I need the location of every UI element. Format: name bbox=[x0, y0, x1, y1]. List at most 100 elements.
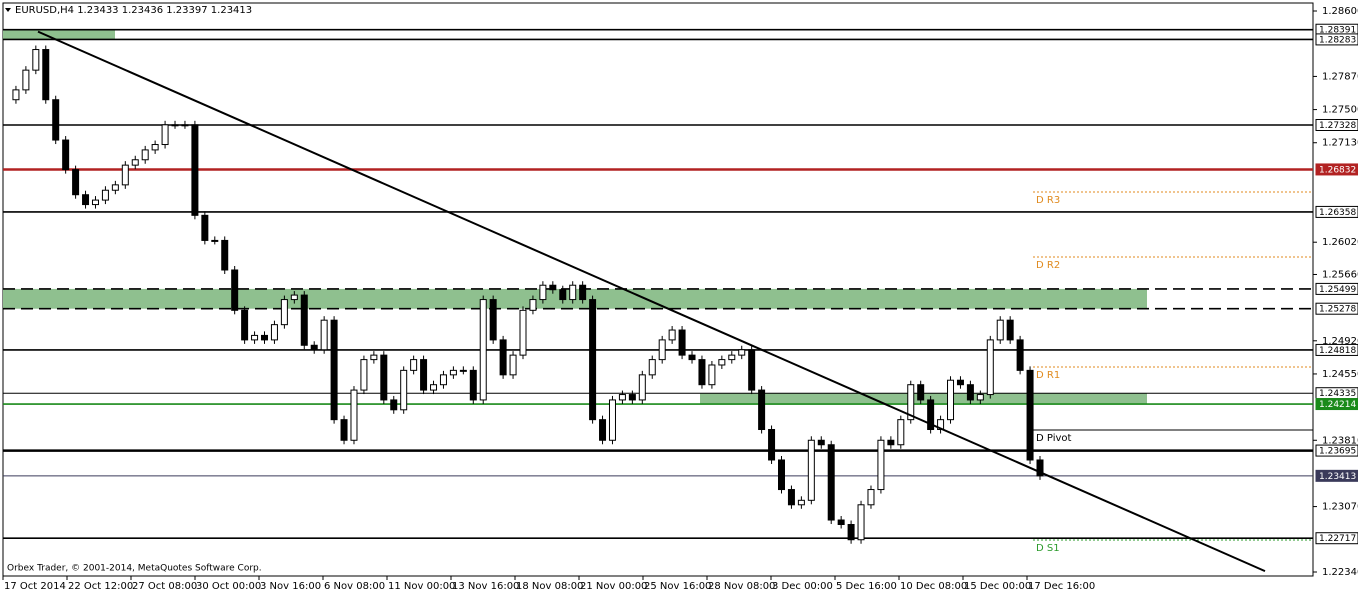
candle-body bbox=[708, 364, 716, 386]
level-label: 1.26358 bbox=[1319, 208, 1356, 218]
candle-body bbox=[151, 144, 159, 151]
candle-body bbox=[420, 359, 428, 391]
candle-body bbox=[400, 369, 408, 411]
candle-body bbox=[141, 149, 149, 161]
candle-body bbox=[459, 369, 467, 372]
candle-body bbox=[887, 439, 895, 446]
candle-body bbox=[847, 524, 855, 541]
candle-body bbox=[947, 379, 955, 421]
candle-body bbox=[82, 194, 90, 206]
candle-body bbox=[290, 294, 298, 301]
candle-body bbox=[42, 49, 50, 101]
level-label-box bbox=[1315, 118, 1358, 131]
level-label: 1.28283 bbox=[1319, 35, 1356, 45]
x-tick-label: 27 Oct 08:00 bbox=[132, 581, 197, 592]
candle-body bbox=[101, 189, 109, 201]
pivot-label: D S1 bbox=[1036, 543, 1060, 554]
x-tick-label: 18 Nov 08:00 bbox=[516, 581, 583, 592]
candle-body bbox=[976, 394, 984, 401]
y-tick-label: 1.27500 bbox=[1322, 105, 1358, 116]
candle-body bbox=[1036, 459, 1044, 477]
y-tick-label: 1.23070 bbox=[1322, 502, 1358, 513]
candle-body bbox=[499, 339, 507, 376]
candle-body bbox=[917, 384, 925, 401]
candle-body bbox=[519, 309, 527, 356]
candle-body bbox=[1006, 319, 1014, 341]
y-tick-label: 1.24550 bbox=[1322, 369, 1358, 380]
pivot-label: D R3 bbox=[1036, 195, 1060, 206]
candle-body bbox=[22, 69, 30, 91]
candle-body bbox=[380, 354, 388, 401]
candle-body bbox=[62, 139, 70, 171]
chart-header: EURUSD,H4 1.23433 1.23436 1.23397 1.2341… bbox=[15, 5, 252, 16]
candle-body bbox=[867, 489, 875, 506]
candle-body bbox=[539, 284, 547, 301]
candle-body bbox=[589, 299, 597, 421]
menu-arrow[interactable] bbox=[5, 8, 11, 12]
y-tick-label: 1.27130 bbox=[1322, 138, 1358, 149]
x-tick-label: 30 Oct 00:00 bbox=[196, 581, 261, 592]
candle-body bbox=[748, 349, 756, 391]
candle-body bbox=[569, 284, 577, 301]
level-label-box bbox=[1315, 469, 1358, 482]
y-tick-label: 1.23810 bbox=[1322, 435, 1358, 446]
level-label: 1.23413 bbox=[1319, 472, 1356, 482]
candle-body bbox=[986, 339, 994, 396]
candle-body bbox=[758, 389, 766, 431]
level-label: 1.25499 bbox=[1319, 285, 1356, 295]
level-label: 1.25278 bbox=[1319, 305, 1356, 315]
y-tick-label: 1.28600 bbox=[1322, 6, 1358, 17]
candle-body bbox=[280, 299, 288, 326]
candle-body bbox=[559, 289, 567, 301]
candle-body bbox=[907, 384, 915, 421]
candle-body bbox=[161, 124, 169, 146]
candle-body bbox=[449, 369, 457, 376]
candle-body bbox=[171, 124, 179, 127]
pivot-label: D R2 bbox=[1036, 260, 1060, 271]
candle-body bbox=[330, 319, 338, 421]
candle-body bbox=[618, 394, 626, 401]
candle-body bbox=[599, 419, 607, 441]
candle-body bbox=[638, 374, 646, 401]
candle-body bbox=[251, 334, 259, 341]
candle-body bbox=[778, 459, 785, 491]
x-tick-label: 5 Dec 16:00 bbox=[836, 581, 897, 592]
candle-body bbox=[996, 319, 1004, 341]
level-label: 1.23695 bbox=[1319, 447, 1356, 457]
candle-body bbox=[718, 359, 726, 366]
candle-body bbox=[549, 284, 557, 291]
candle-body bbox=[52, 99, 60, 141]
candle-body bbox=[370, 354, 378, 361]
candle-body bbox=[231, 269, 239, 311]
candle-body bbox=[897, 419, 905, 446]
x-tick-label: 17 Oct 2014 bbox=[4, 581, 66, 592]
candle-body bbox=[966, 384, 974, 401]
candle-body bbox=[439, 374, 447, 386]
candle-body bbox=[529, 299, 537, 311]
candle-body bbox=[678, 329, 686, 356]
candle-body bbox=[787, 489, 795, 506]
candle-body bbox=[340, 419, 348, 441]
candle-body bbox=[648, 359, 656, 376]
candle-body bbox=[1026, 369, 1034, 461]
candle-body bbox=[360, 359, 368, 391]
y-tick-label: 1.24920 bbox=[1322, 336, 1358, 347]
level-label: 1.24214 bbox=[1319, 400, 1356, 410]
candle-body bbox=[688, 354, 696, 361]
level-label-box bbox=[1315, 163, 1358, 176]
candle-body bbox=[350, 389, 358, 441]
level-label: 1.24818 bbox=[1319, 346, 1356, 356]
candle-body bbox=[320, 319, 328, 351]
trendline bbox=[37, 30, 1266, 573]
candle-body bbox=[738, 349, 746, 356]
candle-body bbox=[181, 124, 189, 127]
pivot-label: D Pivot bbox=[1036, 433, 1072, 444]
candle-body bbox=[32, 49, 40, 71]
level-label-box bbox=[1315, 444, 1358, 457]
level-label: 1.27328 bbox=[1319, 121, 1356, 131]
candle-body bbox=[479, 299, 487, 401]
candle-body bbox=[489, 299, 497, 341]
level-label-box bbox=[1315, 282, 1358, 295]
level-label: 1.22717 bbox=[1319, 534, 1356, 544]
